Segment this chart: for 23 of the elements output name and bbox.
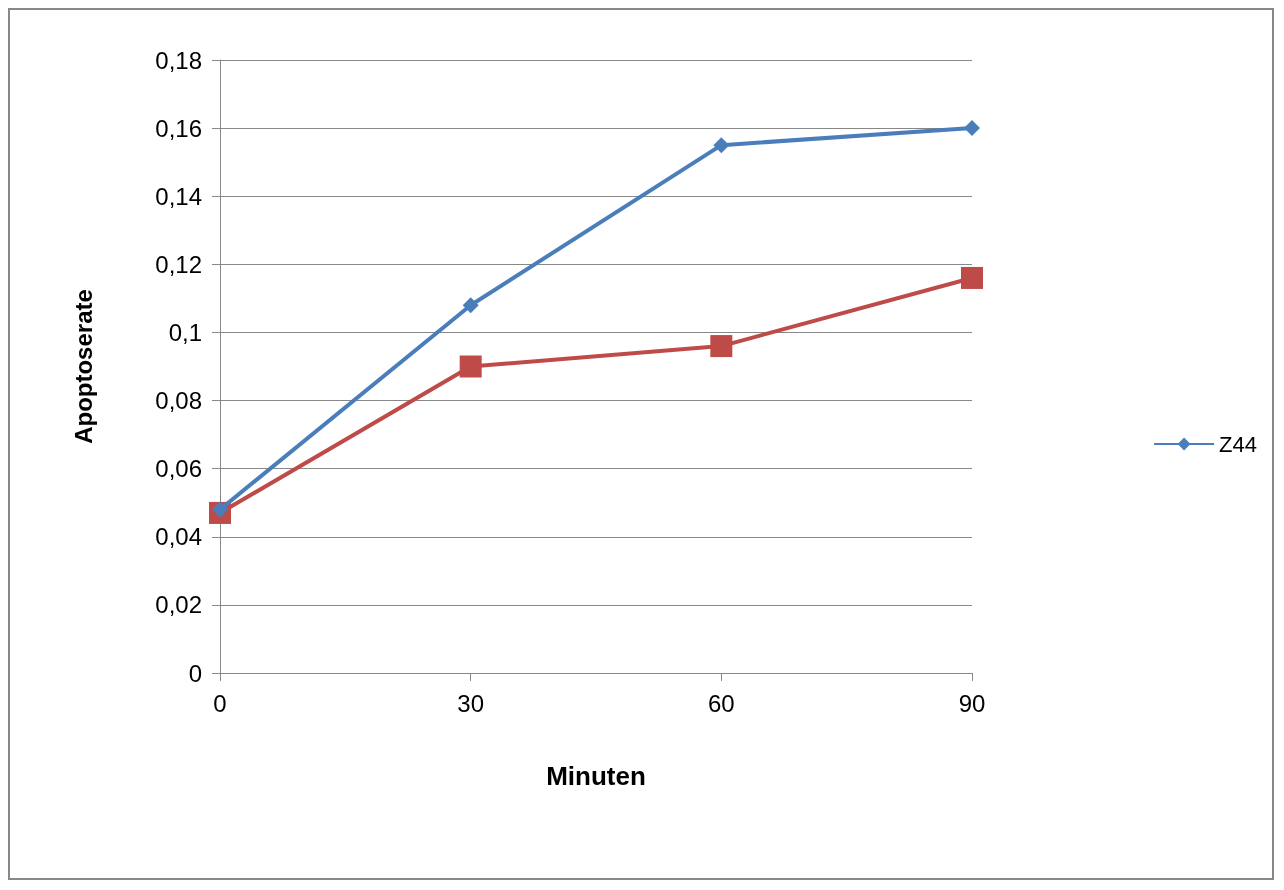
point (462, 297, 479, 314)
y-tick-label: 0,06 (155, 455, 202, 483)
y-tick-label: 0,14 (155, 182, 202, 210)
x-tick-label: 30 (457, 689, 485, 717)
y-tick-label: 0,1 (168, 318, 202, 346)
y-tick-label: 0 (188, 659, 202, 687)
y-tick-label: 0,02 (155, 591, 202, 619)
y-tick-label: 0,12 (155, 250, 202, 278)
y-tick-label: 0,16 (155, 114, 202, 142)
x-axis-title: Minuten (546, 761, 646, 791)
x-tick-label: 90 (958, 689, 986, 717)
point (961, 266, 983, 289)
y-tick-label: 0,04 (155, 523, 202, 551)
x-tick-label: 60 (707, 689, 735, 717)
point (964, 120, 980, 137)
point (459, 355, 482, 378)
point (710, 335, 733, 358)
y-tick-label: 0,08 (155, 387, 202, 415)
y-tick-label: 0,18 (155, 46, 202, 74)
y-axis-title: Apoptoserate (69, 289, 97, 444)
point (713, 137, 730, 154)
x-tick-label: 0 (213, 689, 227, 717)
legend-label: Z44 (1219, 431, 1258, 457)
